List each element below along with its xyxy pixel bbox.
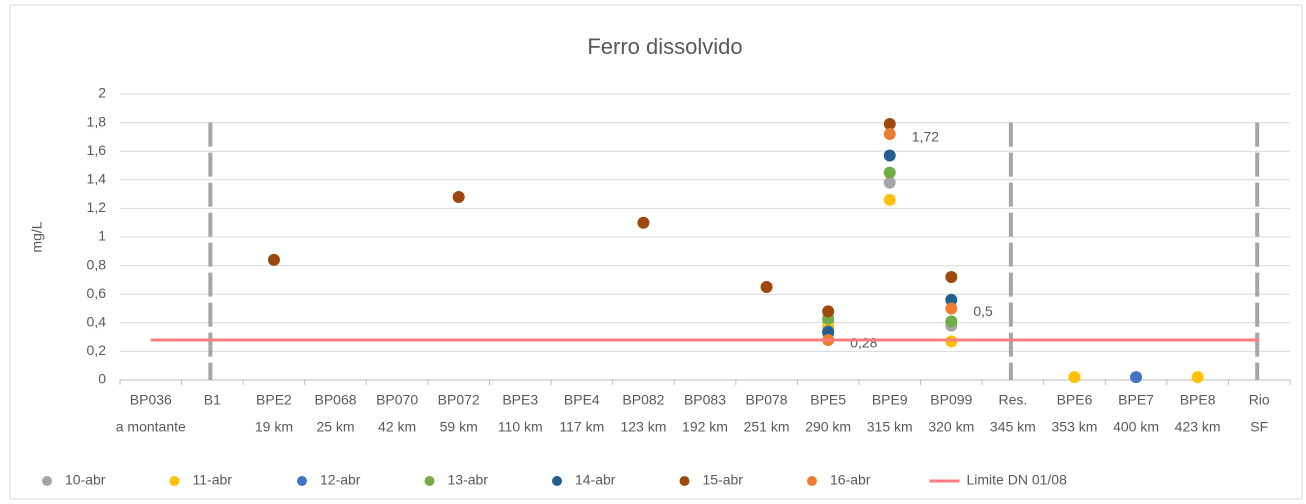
- x-tick-label: BPE7: [1118, 392, 1154, 408]
- x-tick-label: SF: [1250, 419, 1268, 435]
- x-tick-label: 25 km: [316, 419, 354, 435]
- x-tick-label: 345 km: [990, 419, 1036, 435]
- x-tick-label: 110 km: [498, 419, 543, 435]
- point: [945, 315, 958, 328]
- legend-label: 13-abr: [448, 472, 489, 488]
- x-tick-label: BPE9: [872, 392, 908, 408]
- x-tick-label: BP036: [130, 392, 172, 408]
- legend-swatch: [552, 476, 562, 486]
- legend-swatch: [424, 476, 435, 486]
- x-tick-label: 400 km: [1113, 419, 1159, 435]
- point: [883, 176, 896, 189]
- point: [945, 271, 958, 284]
- point: [760, 281, 773, 294]
- y-tick-label: 1,2: [87, 199, 107, 215]
- x-tick-label: BPE4: [564, 392, 600, 408]
- y-tick-label: 1,4: [87, 171, 107, 187]
- data-label: 1,72: [912, 129, 939, 145]
- x-tick-label: BP082: [622, 392, 664, 408]
- legend-swatch: [807, 476, 817, 486]
- x-tick-label: 117 km: [559, 419, 604, 435]
- legend-label: 16-abr: [830, 472, 871, 488]
- point: [945, 293, 958, 306]
- x-tick-label: 192 km: [682, 419, 728, 435]
- y-axis-label: mg/L: [29, 221, 45, 252]
- y-tick-label: 2: [98, 85, 106, 101]
- point: [883, 149, 896, 162]
- x-tick-label: BP072: [438, 392, 480, 408]
- x-tick-label: BPE8: [1180, 392, 1216, 408]
- point: [452, 190, 465, 203]
- chart-border: [9, 4, 1303, 500]
- chart-title: Ferro dissolvido: [587, 34, 742, 59]
- point: [883, 118, 896, 131]
- point: [1191, 371, 1204, 384]
- legend-swatch: [169, 476, 180, 486]
- y-tick-label: 0,6: [87, 285, 107, 301]
- x-tick-label: BPE5: [810, 392, 846, 408]
- x-tick-label: 320 km: [928, 419, 974, 435]
- legend-swatch: [42, 476, 52, 486]
- y-tick-label: 0,2: [87, 342, 107, 358]
- y-tick-label: 0: [98, 371, 106, 387]
- legend-label: 12-abr: [320, 472, 361, 488]
- x-tick-label: Rio: [1249, 392, 1270, 408]
- legend-label: 15-abr: [703, 472, 744, 488]
- point: [1130, 371, 1143, 384]
- data-label: 0,5: [973, 303, 993, 319]
- x-tick-label: 290 km: [805, 419, 851, 435]
- legend-swatch: [297, 476, 307, 486]
- point: [267, 253, 280, 266]
- legend-swatch: [679, 476, 690, 486]
- point: [883, 166, 896, 179]
- legend-label: 10-abr: [65, 472, 106, 488]
- y-tick-label: 1: [98, 228, 106, 244]
- y-tick-label: 0,4: [87, 314, 107, 330]
- x-tick-label: 423 km: [1175, 419, 1221, 435]
- x-tick-label: 251 km: [744, 419, 790, 435]
- data-label: 0,28: [850, 335, 877, 351]
- point: [822, 305, 835, 318]
- legend-label: 14-abr: [575, 472, 616, 488]
- x-tick-label: BPE2: [256, 392, 292, 408]
- x-tick-label: BPE6: [1057, 392, 1093, 408]
- x-tick-label: 123 km: [620, 419, 666, 435]
- x-tick-label: BP099: [930, 392, 972, 408]
- y-tick-label: 1,8: [87, 113, 107, 129]
- legend-label: 11-abr: [193, 472, 233, 488]
- x-tick-label: a montante: [116, 419, 186, 435]
- point: [945, 302, 958, 315]
- y-tick-label: 1,6: [87, 142, 107, 158]
- point: [637, 216, 650, 229]
- x-tick-label: 19 km: [255, 419, 293, 435]
- x-tick-label: 42 km: [378, 419, 416, 435]
- legend-label: Limite DN 01/08: [967, 472, 1068, 488]
- x-tick-label: BP068: [315, 392, 357, 408]
- x-tick-label: Res.: [998, 392, 1027, 408]
- x-tick-label: BP070: [376, 392, 418, 408]
- x-tick-label: B1: [204, 392, 221, 408]
- x-tick-label: 59 km: [440, 419, 478, 435]
- x-tick-label: BP078: [746, 392, 788, 408]
- point: [1068, 371, 1081, 384]
- x-tick-label: BP083: [684, 392, 726, 408]
- point: [883, 193, 896, 206]
- x-tick-label: 353 km: [1052, 419, 1098, 435]
- x-tick-label: 315 km: [867, 419, 913, 435]
- point: [883, 128, 896, 141]
- y-tick-label: 0,8: [87, 256, 107, 272]
- x-tick-label: BPE3: [502, 392, 538, 408]
